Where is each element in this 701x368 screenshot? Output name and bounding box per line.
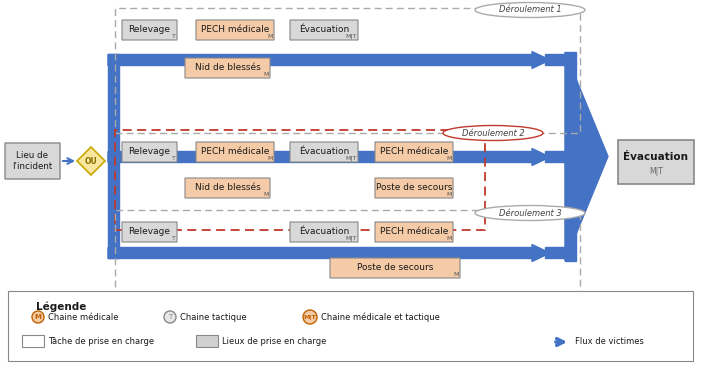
FancyBboxPatch shape [290, 20, 358, 40]
FancyBboxPatch shape [290, 142, 358, 162]
Text: Lieu de
l'incident: Lieu de l'incident [12, 151, 52, 171]
Text: M: M [264, 192, 269, 197]
Text: Relevage: Relevage [128, 25, 170, 35]
Text: Légende: Légende [36, 301, 86, 311]
Text: Lieux de prise en charge: Lieux de prise en charge [222, 337, 327, 347]
Polygon shape [77, 147, 105, 175]
Bar [545, 247, 565, 258]
FancyBboxPatch shape [196, 20, 274, 40]
FancyBboxPatch shape [5, 143, 60, 179]
Text: Déroulement 3: Déroulement 3 [498, 209, 562, 217]
FancyBboxPatch shape [375, 178, 453, 198]
Text: Nid de blessés: Nid de blessés [195, 184, 260, 192]
Text: Déroulement 1: Déroulement 1 [498, 6, 562, 14]
Text: OU: OU [85, 156, 97, 166]
Ellipse shape [475, 205, 585, 220]
FancyBboxPatch shape [375, 222, 453, 242]
Text: PECH médicale: PECH médicale [200, 25, 269, 35]
Text: Évacuation: Évacuation [299, 148, 349, 156]
Text: Poste de secours: Poste de secours [357, 263, 433, 272]
Text: M: M [454, 272, 459, 277]
Circle shape [164, 311, 176, 323]
Text: M: M [34, 314, 41, 320]
Text: Chaine médicale: Chaine médicale [48, 312, 118, 322]
Text: M: M [268, 34, 273, 39]
FancyBboxPatch shape [618, 140, 694, 184]
FancyArrow shape [108, 52, 550, 68]
Bar [108, 54, 119, 258]
FancyArrow shape [108, 244, 550, 262]
Text: PECH médicale: PECH médicale [380, 227, 448, 237]
Text: M|T: M|T [346, 33, 357, 39]
Text: Relevage: Relevage [128, 148, 170, 156]
Text: Tâche de prise en charge: Tâche de prise en charge [48, 337, 154, 347]
Bar [115, 130, 485, 230]
Text: Nid de blessés: Nid de blessés [195, 64, 260, 72]
FancyBboxPatch shape [22, 335, 44, 347]
Text: Chaine tactique: Chaine tactique [180, 312, 247, 322]
Text: M: M [447, 156, 452, 161]
Ellipse shape [443, 125, 543, 141]
Text: M|T: M|T [346, 156, 357, 161]
FancyBboxPatch shape [122, 142, 177, 162]
Text: M: M [264, 72, 269, 77]
Bar [545, 151, 565, 162]
Text: T: T [172, 236, 176, 241]
FancyBboxPatch shape [185, 178, 270, 198]
Ellipse shape [475, 3, 585, 18]
Text: Déroulement 2: Déroulement 2 [462, 128, 524, 138]
Text: Évacuation: Évacuation [299, 25, 349, 35]
Bar [115, 210, 580, 310]
FancyBboxPatch shape [330, 258, 460, 278]
Text: PECH médicale: PECH médicale [380, 148, 448, 156]
FancyBboxPatch shape [122, 222, 177, 242]
Text: M|T: M|T [649, 167, 663, 177]
Bar [115, 8, 580, 133]
Text: PECH médicale: PECH médicale [200, 148, 269, 156]
Text: T: T [168, 314, 172, 320]
FancyBboxPatch shape [196, 335, 218, 347]
Text: M|T: M|T [346, 236, 357, 241]
FancyBboxPatch shape [8, 291, 693, 361]
FancyArrow shape [108, 149, 550, 166]
Text: Relevage: Relevage [128, 227, 170, 237]
Text: M: M [447, 236, 452, 241]
Text: Chaine médicale et tactique: Chaine médicale et tactique [321, 312, 440, 322]
Text: Poste de secours: Poste de secours [376, 184, 452, 192]
Bar [565, 52, 576, 261]
Circle shape [32, 311, 44, 323]
Circle shape [303, 310, 317, 324]
FancyBboxPatch shape [196, 142, 274, 162]
FancyBboxPatch shape [290, 222, 358, 242]
FancyBboxPatch shape [185, 58, 270, 78]
Text: Évacuation: Évacuation [623, 152, 688, 162]
Text: M: M [268, 156, 273, 161]
Text: M|T: M|T [304, 315, 316, 319]
Bar [545, 54, 565, 65]
Text: Évacuation: Évacuation [299, 227, 349, 237]
Text: T: T [172, 34, 176, 39]
Text: Flux de victimes: Flux de victimes [575, 337, 644, 347]
FancyBboxPatch shape [122, 20, 177, 40]
FancyBboxPatch shape [375, 142, 453, 162]
Text: T: T [172, 156, 176, 161]
Polygon shape [565, 52, 608, 261]
Text: M: M [447, 192, 452, 197]
